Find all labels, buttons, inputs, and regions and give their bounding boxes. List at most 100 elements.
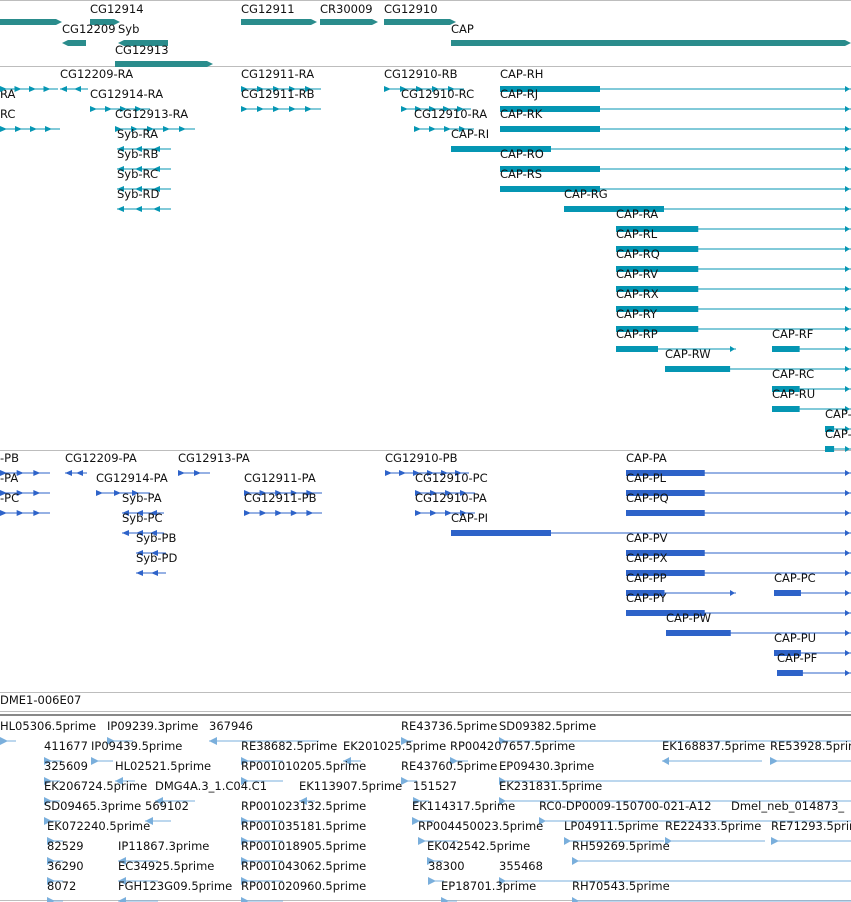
feature-glyph[interactable] xyxy=(241,876,283,886)
feature-glyph[interactable] xyxy=(451,528,851,538)
feature-glyph[interactable] xyxy=(115,776,135,786)
feature-glyph[interactable] xyxy=(774,648,851,658)
feature-glyph[interactable] xyxy=(118,38,168,48)
feature-glyph[interactable] xyxy=(118,896,158,902)
feature-glyph[interactable] xyxy=(401,776,417,786)
feature-glyph[interactable] xyxy=(244,508,322,518)
feature-glyph[interactable] xyxy=(62,38,86,48)
feature-glyph[interactable] xyxy=(117,184,171,194)
feature-glyph[interactable] xyxy=(428,876,444,886)
feature-glyph[interactable] xyxy=(665,836,765,846)
feature-glyph[interactable] xyxy=(91,756,113,766)
feature-glyph[interactable] xyxy=(499,876,851,886)
feature-glyph[interactable] xyxy=(401,736,413,746)
feature-glyph[interactable] xyxy=(666,628,851,638)
feature-glyph[interactable] xyxy=(662,756,762,766)
feature-glyph[interactable] xyxy=(772,404,851,414)
feature-glyph[interactable] xyxy=(441,896,457,902)
feature-glyph[interactable] xyxy=(384,17,456,27)
feature-glyph[interactable] xyxy=(451,38,851,48)
feature-glyph[interactable] xyxy=(626,468,851,478)
feature-glyph[interactable] xyxy=(777,668,851,678)
feature-glyph[interactable] xyxy=(209,736,319,746)
feature-glyph[interactable] xyxy=(118,876,158,886)
feature-glyph[interactable] xyxy=(60,84,88,94)
feature-glyph[interactable] xyxy=(450,756,468,766)
feature-glyph[interactable] xyxy=(427,856,443,866)
feature-glyph[interactable] xyxy=(616,324,851,334)
feature-glyph[interactable] xyxy=(241,816,283,826)
feature-glyph[interactable] xyxy=(0,84,58,94)
feature-glyph[interactable] xyxy=(0,736,16,746)
feature-glyph[interactable] xyxy=(118,856,158,866)
feature-glyph[interactable] xyxy=(241,896,283,902)
feature-glyph[interactable] xyxy=(145,816,171,826)
feature-glyph[interactable] xyxy=(122,528,164,538)
feature-glyph[interactable] xyxy=(771,836,851,846)
feature-glyph[interactable] xyxy=(499,796,851,806)
feature-glyph[interactable] xyxy=(414,124,474,134)
feature-glyph[interactable] xyxy=(626,508,851,518)
feature-glyph[interactable] xyxy=(117,164,171,174)
feature-glyph[interactable] xyxy=(665,364,851,374)
feature-glyph[interactable] xyxy=(616,284,851,294)
feature-glyph[interactable] xyxy=(539,816,851,826)
feature-glyph[interactable] xyxy=(626,488,851,498)
feature-glyph[interactable] xyxy=(626,588,736,598)
feature-glyph[interactable] xyxy=(343,756,361,766)
feature-glyph[interactable] xyxy=(418,836,458,846)
feature-glyph[interactable] xyxy=(136,548,166,558)
feature-glyph[interactable] xyxy=(0,17,62,27)
feature-glyph[interactable] xyxy=(500,164,851,174)
feature-glyph[interactable] xyxy=(47,836,63,846)
feature-glyph[interactable] xyxy=(47,876,63,886)
feature-glyph[interactable] xyxy=(0,508,50,518)
feature-glyph[interactable] xyxy=(90,17,120,27)
feature-glyph[interactable] xyxy=(115,59,213,69)
feature-glyph[interactable] xyxy=(44,776,60,786)
feature-glyph[interactable] xyxy=(96,488,150,498)
feature-glyph[interactable] xyxy=(825,444,851,454)
feature-glyph[interactable] xyxy=(415,508,475,518)
feature-glyph[interactable] xyxy=(47,856,63,866)
feature-glyph[interactable] xyxy=(90,104,150,114)
feature-glyph[interactable] xyxy=(244,488,322,498)
feature-glyph[interactable] xyxy=(772,384,851,394)
feature-glyph[interactable] xyxy=(572,856,851,866)
feature-glyph[interactable] xyxy=(772,344,851,354)
feature-glyph[interactable] xyxy=(616,264,851,274)
feature-glyph[interactable] xyxy=(178,468,210,478)
feature-glyph[interactable] xyxy=(385,468,469,478)
feature-glyph[interactable] xyxy=(115,124,195,134)
feature-glyph[interactable] xyxy=(616,304,851,314)
feature-glyph[interactable] xyxy=(616,244,851,254)
feature-glyph[interactable] xyxy=(0,710,851,720)
feature-glyph[interactable] xyxy=(0,468,50,478)
feature-glyph[interactable] xyxy=(616,224,851,234)
feature-glyph[interactable] xyxy=(500,184,851,194)
feature-glyph[interactable] xyxy=(564,836,664,846)
feature-glyph[interactable] xyxy=(241,856,283,866)
feature-glyph[interactable] xyxy=(451,144,851,154)
feature-glyph[interactable] xyxy=(241,104,321,114)
feature-glyph[interactable] xyxy=(401,104,471,114)
feature-glyph[interactable] xyxy=(564,204,851,214)
feature-glyph[interactable] xyxy=(320,17,378,27)
feature-glyph[interactable] xyxy=(107,736,133,746)
feature-glyph[interactable] xyxy=(122,508,164,518)
feature-glyph[interactable] xyxy=(626,608,851,618)
feature-glyph[interactable] xyxy=(65,468,87,478)
feature-glyph[interactable] xyxy=(500,104,851,114)
feature-glyph[interactable] xyxy=(412,816,434,826)
feature-glyph[interactable] xyxy=(241,836,283,846)
feature-glyph[interactable] xyxy=(616,344,736,354)
feature-glyph[interactable] xyxy=(44,816,60,826)
feature-glyph[interactable] xyxy=(241,776,283,786)
feature-glyph[interactable] xyxy=(47,896,63,902)
feature-glyph[interactable] xyxy=(626,568,851,578)
feature-glyph[interactable] xyxy=(415,488,475,498)
feature-glyph[interactable] xyxy=(499,736,851,746)
feature-glyph[interactable] xyxy=(117,204,171,214)
feature-glyph[interactable] xyxy=(241,756,283,766)
feature-glyph[interactable] xyxy=(626,548,851,558)
